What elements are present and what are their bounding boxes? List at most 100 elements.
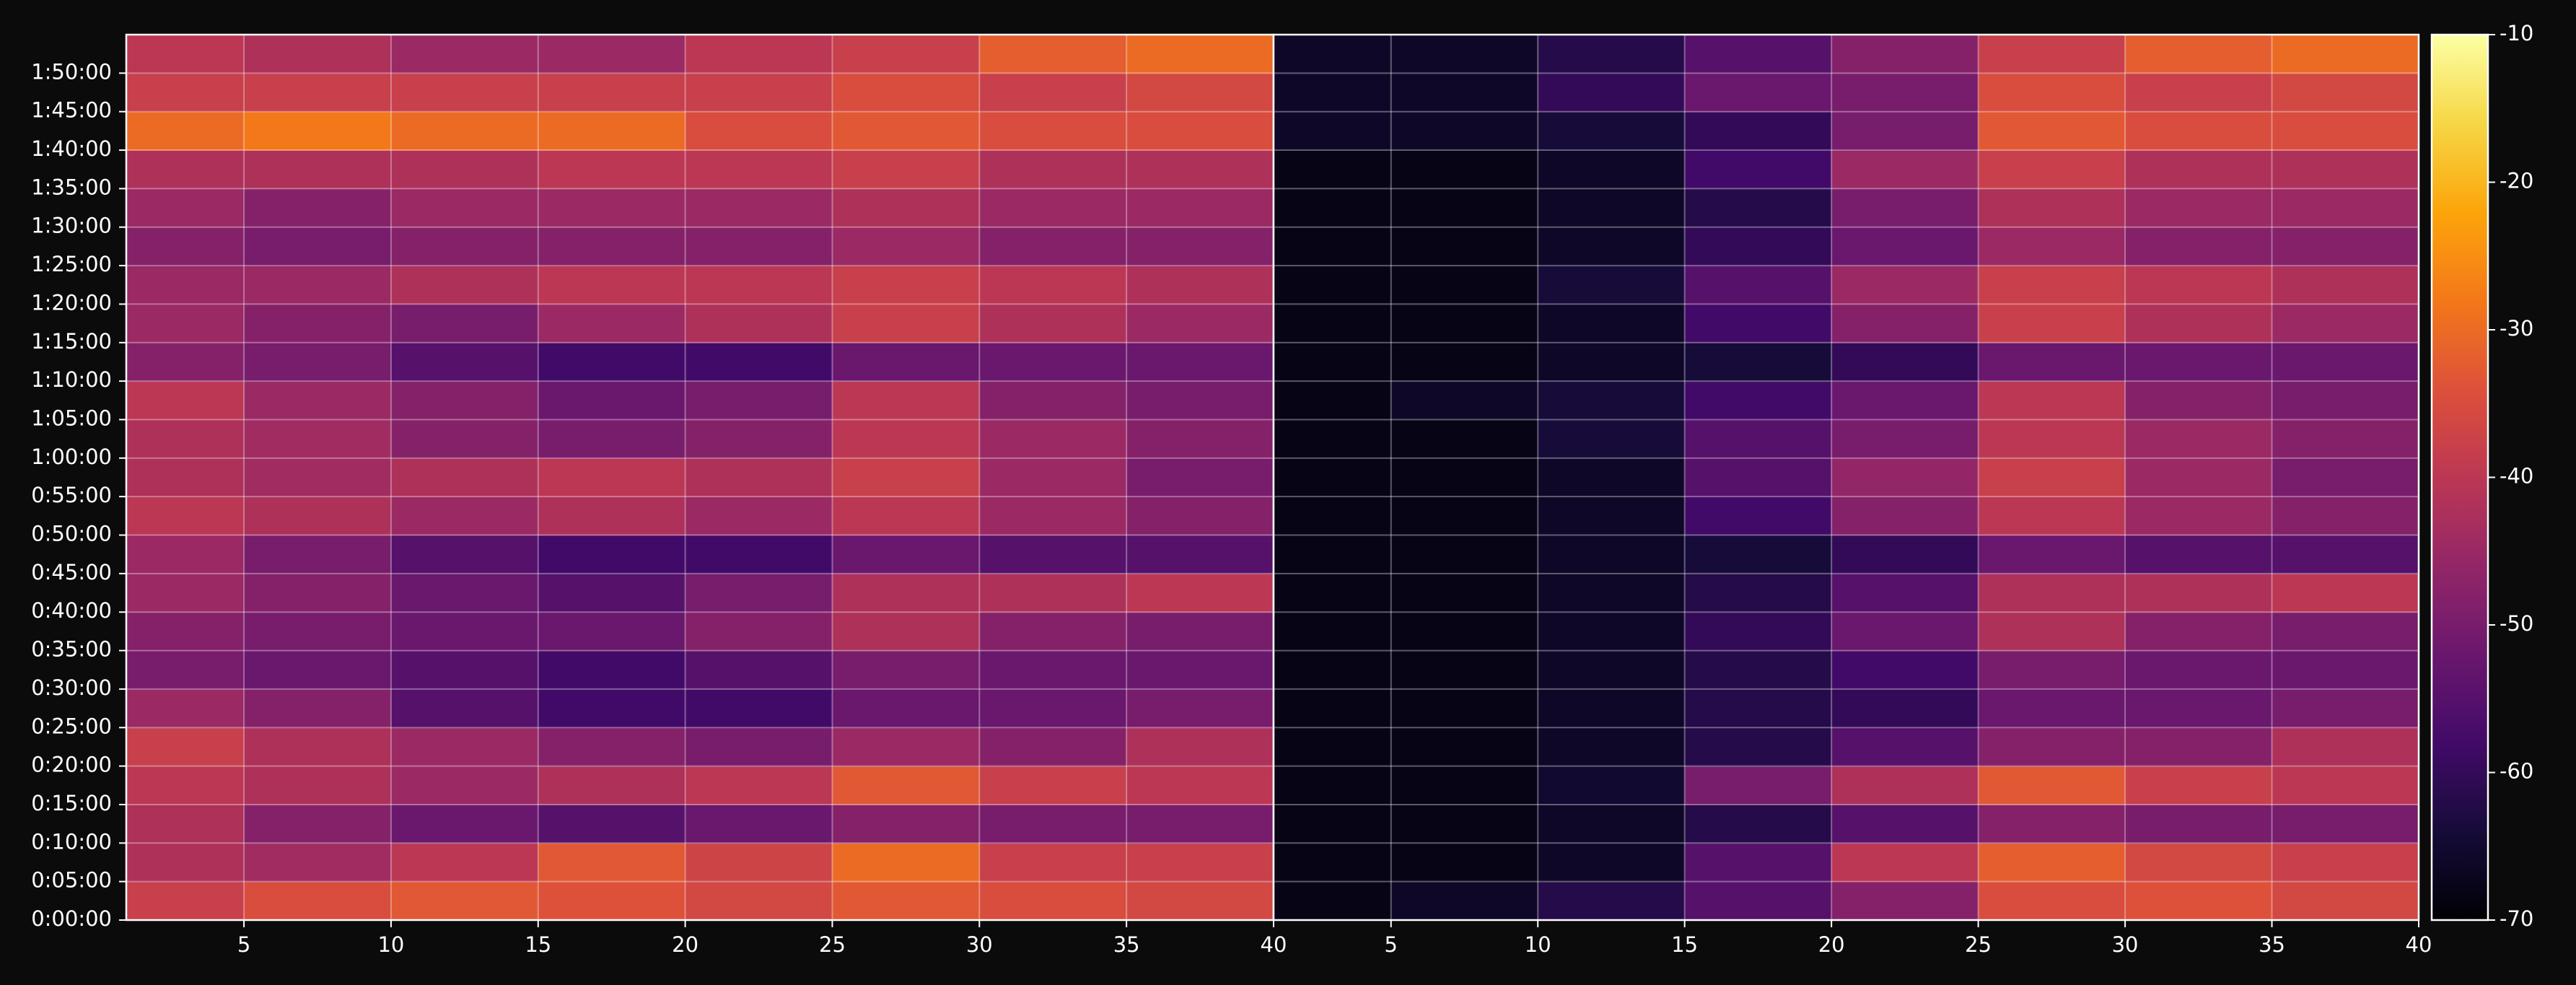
heat-cell: [538, 881, 686, 921]
heat-cell: [244, 227, 392, 266]
heat-cell: [979, 650, 1127, 690]
heat-cell: [2271, 381, 2419, 420]
heat-cell: [1390, 419, 1538, 459]
heat-cell: [538, 496, 686, 536]
heat-cell: [244, 804, 392, 844]
heat-cell: [1126, 496, 1274, 536]
heat-cell: [1538, 650, 1686, 690]
panel-frame: [1272, 33, 2420, 921]
heat-cell: [126, 150, 245, 189]
heat-cell: [1684, 496, 1832, 536]
heat-cell: [1390, 111, 1538, 151]
heat-cell: [1831, 496, 1979, 536]
x-tick-label: 15: [1671, 932, 1698, 957]
heat-cell: [538, 766, 686, 805]
heat-cell: [685, 227, 833, 266]
heat-cell: [126, 573, 245, 613]
heat-cell: [832, 573, 980, 613]
heat-cell: [1126, 573, 1274, 613]
heat-cell: [2271, 843, 2419, 883]
heat-cell: [1390, 150, 1538, 189]
heat-cell: [126, 881, 245, 921]
heat-cell: [1538, 35, 1686, 74]
heat-cell: [2125, 458, 2273, 497]
heat-cell: [1274, 227, 1392, 266]
y-tick-label: 0:20:00: [31, 753, 112, 777]
heat-cell: [390, 650, 539, 690]
colorbar-tick-label: -70: [2500, 906, 2533, 931]
heat-cell: [832, 535, 980, 574]
heat-cell: [390, 419, 539, 459]
heat-cell: [979, 727, 1127, 767]
y-tick-label: 0:35:00: [31, 637, 112, 662]
heat-cell: [1538, 458, 1686, 497]
heat-cell: [1978, 573, 2126, 613]
heat-cell: [1978, 843, 2126, 883]
heat-cell: [685, 650, 833, 690]
heat-cell: [979, 73, 1127, 113]
heat-cell: [1274, 496, 1392, 536]
heat-cell: [1126, 458, 1274, 497]
heat-cell: [832, 73, 980, 113]
heat-cell: [244, 150, 392, 189]
heat-cell: [1390, 381, 1538, 420]
heat-cell: [2271, 458, 2419, 497]
heat-cell: [1390, 573, 1538, 613]
heat-cell: [538, 188, 686, 228]
heat-cell: [1684, 304, 1832, 343]
colorbar-tick-label: -40: [2500, 464, 2533, 489]
heat-cell: [1831, 419, 1979, 459]
heat-cell: [126, 266, 245, 305]
heat-cell: [2125, 73, 2273, 113]
heat-cell: [1978, 227, 2126, 266]
heat-cell: [538, 650, 686, 690]
heat-cell: [244, 266, 392, 305]
heat-cell: [1831, 612, 1979, 652]
heat-cell: [1274, 573, 1392, 613]
heat-cell: [979, 227, 1127, 266]
heat-cell: [832, 766, 980, 805]
heat-cell: [126, 766, 245, 805]
heat-cell: [1390, 304, 1538, 343]
heat-cell: [1978, 688, 2126, 728]
heat-cell: [2125, 342, 2273, 382]
heat-cell: [1831, 342, 1979, 382]
heat-cell: [1831, 766, 1979, 805]
heat-cell: [979, 688, 1127, 728]
heat-cell: [390, 35, 539, 74]
heat-cell: [2125, 35, 2273, 74]
heat-cell: [685, 342, 833, 382]
heat-cell: [126, 688, 245, 728]
heat-cell: [1978, 881, 2126, 921]
heat-cell: [979, 535, 1127, 574]
heat-cell: [2271, 304, 2419, 343]
x-tick-label: 5: [1385, 932, 1398, 957]
heat-cell: [1538, 727, 1686, 767]
heat-cell: [1126, 612, 1274, 652]
heat-cell: [685, 496, 833, 536]
y-tick-label: 1:50:00: [31, 59, 112, 84]
heat-cell: [538, 35, 686, 74]
heat-cell: [1684, 342, 1832, 382]
heat-cell: [1126, 766, 1274, 805]
heat-cell: [538, 266, 686, 305]
heat-cell: [538, 342, 686, 382]
heat-cell: [2125, 419, 2273, 459]
heat-cell: [244, 496, 392, 536]
heat-cell: [1538, 843, 1686, 883]
heat-cell: [1684, 266, 1832, 305]
heat-cell: [538, 535, 686, 574]
heat-cell: [1126, 419, 1274, 459]
heat-cell: [685, 804, 833, 844]
heat-cell: [538, 804, 686, 844]
heat-cell: [1831, 573, 1979, 613]
heat-cell: [1126, 188, 1274, 228]
heat-cell: [1538, 266, 1686, 305]
heat-cell: [538, 419, 686, 459]
heat-cell: [126, 342, 245, 382]
heat-cell: [1684, 458, 1832, 497]
heat-cell: [1126, 381, 1274, 420]
heat-cell: [390, 612, 539, 652]
heat-cell: [2271, 266, 2419, 305]
